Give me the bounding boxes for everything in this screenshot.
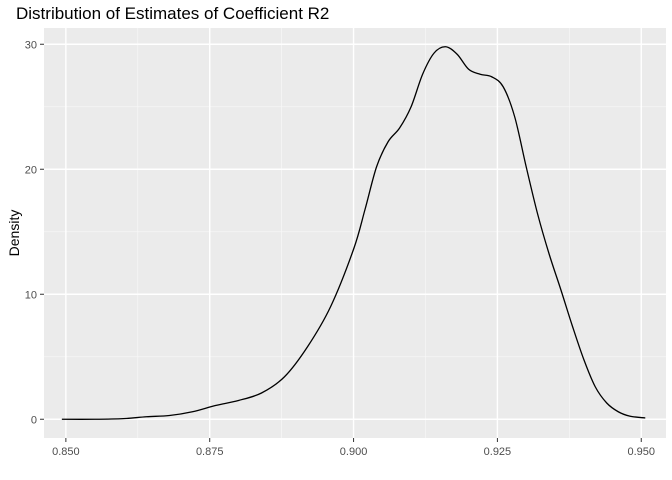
x-tick-label: 0.850 — [52, 446, 80, 458]
plot-panel — [44, 28, 666, 438]
series-layer — [61, 46, 646, 420]
x-tick-label: 0.950 — [627, 446, 655, 458]
y-tick-label: 10 — [25, 289, 37, 301]
y-tick-label: 20 — [25, 164, 37, 176]
y-axis: 0 10 20 30 — [25, 39, 44, 426]
x-tick-label: 0.925 — [484, 446, 512, 458]
y-tick-label: 0 — [31, 414, 37, 426]
x-axis: 0.850 0.875 0.900 0.925 0.950 — [52, 438, 655, 458]
x-tick-label: 0.875 — [196, 446, 224, 458]
y-tick-label: 30 — [25, 39, 37, 51]
density-line — [61, 46, 646, 420]
y-axis-label: Density — [6, 210, 22, 257]
chart-title: Distribution of Estimates of Coefficient… — [16, 4, 329, 23]
x-tick-label: 0.900 — [340, 446, 368, 458]
